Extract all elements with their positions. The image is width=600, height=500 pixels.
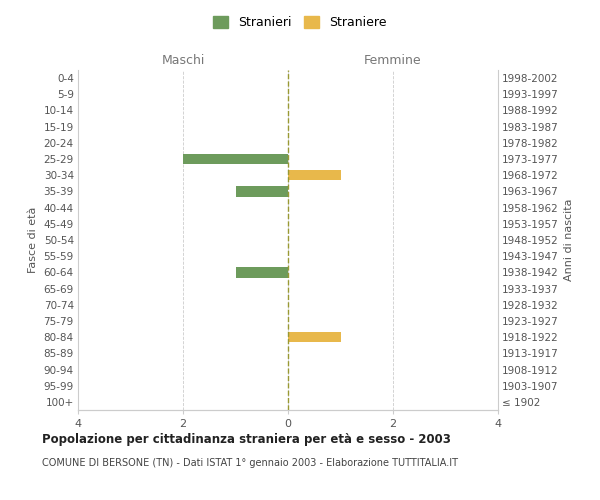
Text: COMUNE DI BERSONE (TN) - Dati ISTAT 1° gennaio 2003 - Elaborazione TUTTITALIA.IT: COMUNE DI BERSONE (TN) - Dati ISTAT 1° g… xyxy=(42,458,458,468)
Bar xyxy=(235,267,288,278)
Bar xyxy=(183,154,288,164)
Y-axis label: Fasce di età: Fasce di età xyxy=(28,207,38,273)
Y-axis label: Anni di nascita: Anni di nascita xyxy=(565,198,574,281)
Legend: Stranieri, Straniere: Stranieri, Straniere xyxy=(208,11,392,34)
Bar xyxy=(288,332,341,342)
Text: Femmine: Femmine xyxy=(364,54,422,68)
Text: Popolazione per cittadinanza straniera per età e sesso - 2003: Popolazione per cittadinanza straniera p… xyxy=(42,432,451,446)
Bar xyxy=(288,170,341,180)
Bar xyxy=(235,186,288,196)
Text: Maschi: Maschi xyxy=(161,54,205,68)
